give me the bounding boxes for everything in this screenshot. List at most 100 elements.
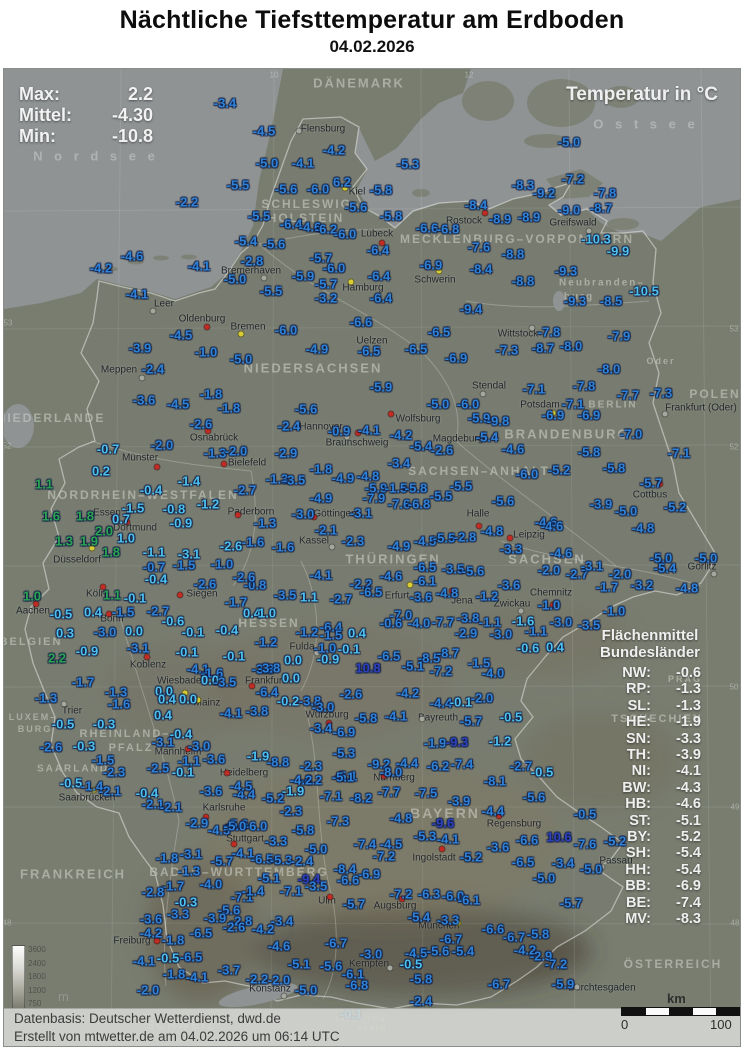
- city-label: Wolfsburg: [395, 413, 441, 425]
- temp-value: -5.2: [459, 849, 483, 865]
- temp-value: -3.2: [314, 290, 338, 306]
- city-dot: [399, 896, 405, 902]
- temp-value: -8.7: [589, 200, 613, 216]
- temp-value: -5.7: [639, 475, 663, 491]
- temp-value: -3.5: [213, 674, 237, 690]
- city-label: Lübeck: [360, 228, 394, 240]
- temp-value: -0.2: [276, 693, 300, 709]
- temp-value: -3.0: [291, 506, 315, 522]
- city-label: Saarbrücken: [58, 792, 116, 804]
- temp-value: -7.1: [279, 883, 303, 899]
- temp-value: -8.8: [266, 754, 290, 770]
- city-dot: [419, 716, 425, 722]
- legend-row: ST: -5.1: [599, 813, 701, 829]
- temp-value: -8.1: [483, 773, 507, 789]
- temp-value: -5.6: [319, 958, 343, 974]
- city-label: Fulda: [289, 641, 315, 653]
- legend-row: HE: -1.9: [599, 714, 701, 730]
- temp-value: -5.0: [579, 861, 603, 877]
- state-label: BRANDENBURG: [504, 426, 630, 442]
- temp-value: -2.7: [565, 566, 589, 582]
- state-label: THÜRINGEN: [345, 551, 441, 567]
- city-dot: [436, 268, 442, 274]
- temp-value: -5.7: [459, 713, 483, 729]
- temp-value: -5.1: [331, 769, 355, 785]
- state-label: burg: [563, 291, 595, 303]
- footer-created: Erstellt von mtwetter.de am 04.02.2026 u…: [14, 1029, 340, 1044]
- temp-value: 1.3: [54, 533, 74, 549]
- temp-value: -7.9: [607, 328, 631, 344]
- temp-value: -6.0: [274, 322, 298, 338]
- graticule-lines: [4, 69, 740, 1046]
- temp-value: -1.6: [271, 539, 295, 555]
- city-dot: [100, 584, 106, 590]
- legend-state-value: -5.4: [676, 845, 701, 862]
- temp-value: -3.5: [273, 587, 297, 603]
- temp-value: -2.2: [349, 576, 373, 592]
- legend-row: BY: -5.2: [599, 829, 701, 845]
- temp-value: -5.6: [217, 902, 241, 918]
- temp-value: -9.4: [297, 871, 321, 887]
- temp-value: -6.7: [502, 929, 526, 945]
- water-label: O s t s e e: [593, 116, 699, 132]
- temp-value: -2.2: [245, 971, 269, 987]
- temp-value: 1.9: [79, 533, 99, 549]
- city-label: Wiesbaden: [156, 675, 208, 687]
- city-dot: [364, 346, 370, 352]
- temp-value: -7.7: [431, 614, 455, 630]
- legend-state-key: HH:: [625, 861, 651, 878]
- city-dot: [447, 445, 453, 451]
- temp-value: -1.6: [511, 613, 535, 629]
- city-label: Koblenz: [129, 659, 167, 671]
- temp-value: -4.8: [389, 810, 413, 826]
- city-dot: [205, 428, 211, 434]
- temp-value: -1.5: [121, 500, 145, 516]
- temp-value: -1.0: [194, 344, 218, 360]
- temp-value: -6.2: [314, 221, 338, 237]
- temp-value: 2.0: [94, 523, 114, 539]
- temp-value: -2.7: [329, 591, 353, 607]
- temp-value: -1.8: [199, 386, 223, 402]
- temp-value: -7.1: [522, 381, 546, 397]
- temp-value: -3.6: [486, 839, 510, 855]
- city-label: Mainz: [193, 697, 221, 709]
- legend-row: NI: -4.1: [599, 763, 701, 779]
- legend-state-key: ST:: [629, 812, 651, 829]
- city-label: Potsdam: [520, 399, 560, 411]
- temp-value: -6.6: [349, 314, 373, 330]
- legend-state-key: NI:: [631, 763, 651, 780]
- temp-value: -0.8: [162, 501, 186, 517]
- temp-value: -6.6: [336, 872, 360, 888]
- temp-value: -4.9: [331, 470, 355, 486]
- city-label: Dortmund: [113, 522, 157, 534]
- city-dot: [150, 308, 156, 314]
- temp-value: -0.7: [142, 559, 166, 575]
- temp-value: -8.0: [559, 338, 583, 354]
- temp-value: -7.8: [537, 324, 561, 340]
- legend-state-value: -3.9: [676, 747, 701, 764]
- temp-value: -6.1: [413, 573, 437, 589]
- temp-value: -4.5: [229, 778, 253, 794]
- temp-value: -8.5: [599, 293, 623, 309]
- city-label: Freiburg: [113, 935, 151, 947]
- temp-value: -4.2: [299, 772, 323, 788]
- temp-value: -2.9: [454, 625, 478, 641]
- page-date: 04.02.2026: [329, 37, 415, 56]
- city-label: Stendal: [472, 380, 506, 392]
- temp-value: -5.8: [379, 208, 403, 224]
- temp-value: -4.6: [549, 545, 573, 561]
- islands: [104, 79, 639, 272]
- city-label: Bielefeld: [227, 457, 267, 469]
- temp-value: -6.5: [377, 648, 401, 664]
- temp-value: -0.1: [337, 641, 361, 657]
- temp-value: -7.8: [593, 185, 617, 201]
- temp-value: -4.6: [298, 219, 322, 235]
- city-label: Trier: [61, 705, 83, 717]
- elevation-label: 3600: [28, 945, 46, 954]
- temp-value: -7.1: [230, 889, 254, 905]
- temp-value: -5.4: [409, 438, 433, 454]
- temp-value: -8.0: [379, 764, 403, 780]
- temp-value: -5.9: [369, 379, 393, 395]
- temp-value: -2.1: [159, 799, 183, 815]
- temp-value: -3.6: [139, 911, 163, 927]
